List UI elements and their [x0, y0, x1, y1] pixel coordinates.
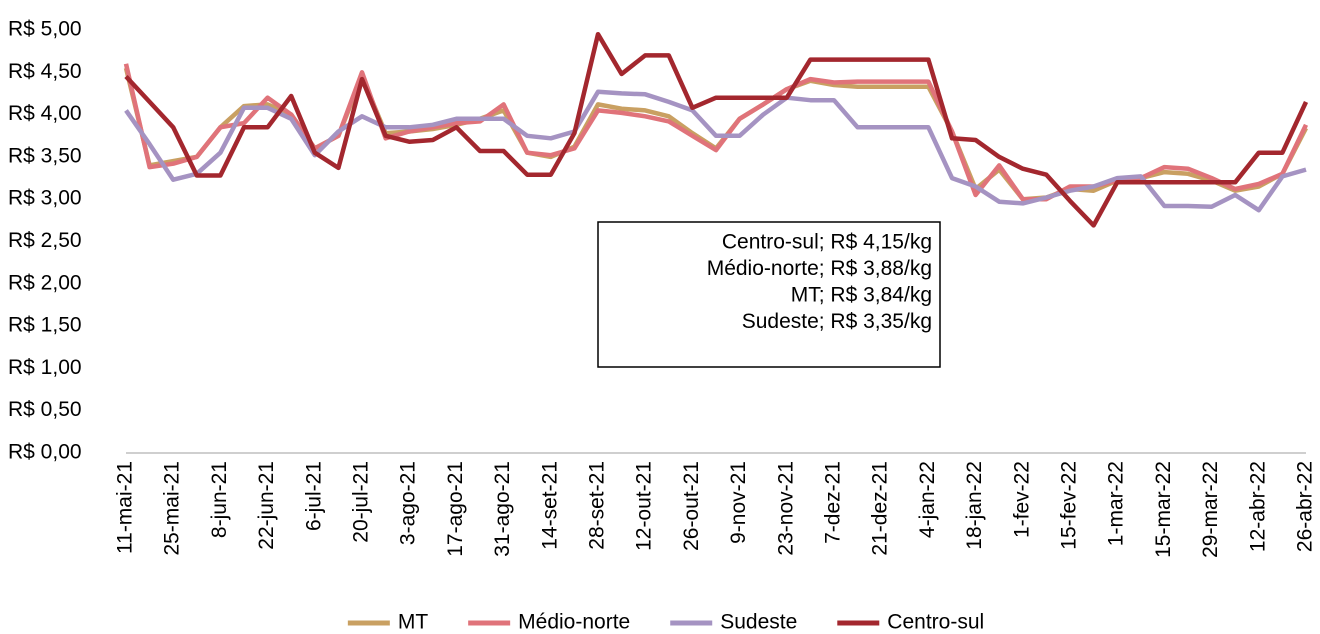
- legend-label: Médio-norte: [518, 611, 630, 634]
- y-tick-label: R$ 2,50: [8, 229, 82, 252]
- x-tick-label: 1-fev-22: [1010, 461, 1033, 538]
- x-tick-label: 18-jan-22: [963, 461, 986, 550]
- x-tick-label: 23-nov-21: [774, 461, 797, 556]
- annotation: Sudeste; R$ 3,35/kg: [742, 310, 932, 333]
- x-tick-label: 15-fev-22: [1058, 461, 1081, 550]
- series-line: [124, 89, 1307, 213]
- y-tick-label: R$ 4,50: [8, 60, 82, 83]
- y-tick-label: R$ 2,00: [8, 271, 82, 294]
- x-tick-label: 31-ago-21: [491, 461, 514, 557]
- x-tick-label: 25-mai-21: [161, 461, 184, 556]
- x-tick-label: 20-jul-21: [350, 461, 373, 543]
- x-tick-label: 22-jun-21: [255, 461, 278, 550]
- x-tick-label: 1-mar-22: [1105, 461, 1128, 546]
- series-line: [124, 31, 1309, 228]
- x-tick-label: 14-set-21: [538, 461, 561, 550]
- y-tick-label: R$ 3,50: [8, 144, 82, 167]
- x-tick-label: 7-dez-21: [822, 461, 845, 544]
- annotation-box: [597, 221, 941, 368]
- y-tick-label: R$ 0,50: [8, 398, 82, 421]
- annotation: Centro-sul; R$ 4,15/kg: [722, 231, 932, 254]
- y-tick-label: R$ 5,00: [8, 18, 82, 41]
- x-tick-label: 15-mar-22: [1152, 461, 1175, 558]
- x-tick-label: 6-jul-21: [302, 461, 325, 531]
- x-tick-label: 17-ago-21: [444, 461, 467, 557]
- y-tick-label: R$ 0,00: [8, 441, 82, 464]
- x-tick-label: 26-abr-22: [1294, 461, 1317, 552]
- legend-label: Centro-sul: [887, 611, 984, 634]
- x-tick-label: 26-out-21: [680, 461, 703, 551]
- x-tick-label: 3-ago-21: [397, 461, 420, 545]
- y-tick-label: R$ 1,50: [8, 314, 82, 337]
- x-tick-label: 8-jun-21: [208, 461, 231, 538]
- x-tick-label: 11-mai-21: [114, 461, 137, 554]
- x-tick-label: 12-abr-22: [1246, 461, 1269, 552]
- legend-label: Sudeste: [720, 611, 797, 634]
- y-tick-label: R$ 4,00: [8, 102, 82, 125]
- x-tick-label: 12-out-21: [633, 461, 656, 551]
- legend: MT Médio-norte Sudeste Centro-sul: [347, 611, 984, 634]
- x-tick-label: 29-mar-22: [1199, 461, 1222, 558]
- y-tick-label: R$ 1,00: [8, 356, 82, 379]
- x-tick-label: 21-dez-21: [869, 461, 892, 556]
- x-tick-label: 9-nov-21: [727, 461, 750, 544]
- annotation: Médio-norte; R$ 3,88/kg: [707, 257, 932, 280]
- x-tick-label: 28-set-21: [586, 461, 609, 550]
- y-tick-label: R$ 3,00: [8, 187, 82, 210]
- x-tick-label: 4-jan-22: [916, 461, 939, 538]
- legend-label: MT: [398, 611, 428, 634]
- annotation: MT; R$ 3,84/kg: [791, 284, 932, 307]
